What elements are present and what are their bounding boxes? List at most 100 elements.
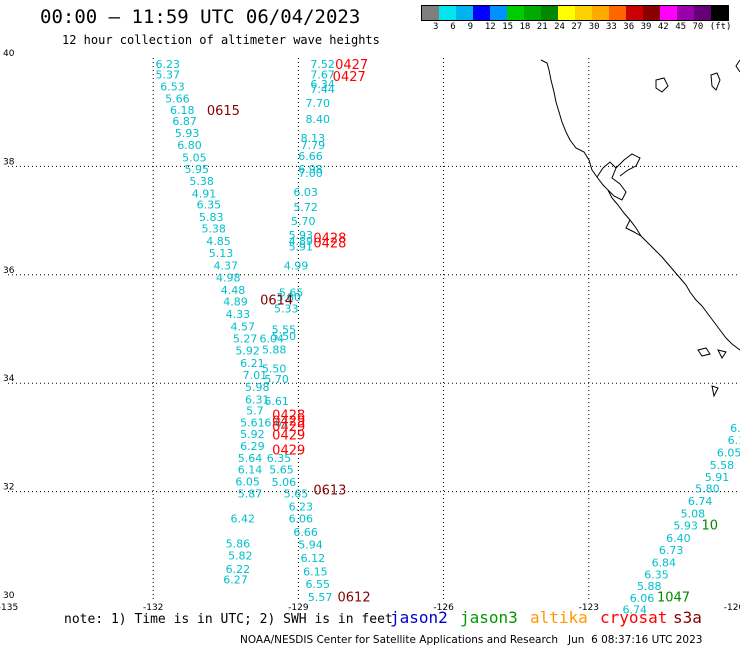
lat-lon-grid: -135 -132 -129 -126 -123 -120 40 38 36 34 32 30 bbox=[0, 49, 740, 613]
pass-time-label: 1047 bbox=[657, 591, 690, 606]
wave-height-value: 6.66 bbox=[298, 150, 323, 163]
wave-height-value: 6.06 bbox=[630, 592, 655, 605]
wave-height-value: 5.83 bbox=[199, 211, 224, 224]
wave-height-value: 5.65 bbox=[284, 488, 309, 501]
pass-time-label: 0613 bbox=[313, 483, 346, 498]
wave-height-value: 6.23 bbox=[155, 58, 180, 71]
lake-tahoe bbox=[655, 77, 669, 93]
legend-label: 6 bbox=[450, 22, 456, 32]
wave-height-value: 5.66 bbox=[165, 92, 190, 105]
wave-height-value: 5.93 bbox=[289, 229, 314, 242]
legend-swatch bbox=[626, 6, 643, 20]
legend-label: 9 bbox=[467, 22, 474, 32]
legend-swatch bbox=[660, 6, 677, 20]
wave-height-value: 4.89 bbox=[223, 296, 248, 309]
legend-label: 45 bbox=[675, 22, 687, 32]
wave-height-value: 6.35 bbox=[197, 199, 222, 212]
wave-height-value: 6.22 bbox=[226, 563, 251, 576]
wave-height-value: 7.70 bbox=[306, 97, 331, 110]
lake bbox=[710, 72, 721, 91]
wave-height-value: 6.74 bbox=[688, 495, 713, 508]
lon-tick-label: -135 bbox=[0, 603, 18, 613]
satellite-altika: altika bbox=[530, 608, 588, 627]
pass-time-label: 0429 bbox=[272, 429, 305, 444]
wave-height-value: 5.57 bbox=[308, 591, 333, 604]
pass-time-label: 0427 bbox=[333, 70, 366, 85]
wave-height-value: 5.95 bbox=[185, 163, 210, 176]
legend-swatch bbox=[524, 6, 541, 20]
wave-height-value: 6.31 bbox=[245, 393, 270, 406]
wave-height-value: 5.13 bbox=[209, 247, 234, 260]
pass-time-label: 0612 bbox=[338, 591, 371, 606]
wave-height-value: 5.93 bbox=[175, 127, 200, 140]
wave-height-value: 6.05 bbox=[235, 476, 260, 489]
wave-height-value: 6.35 bbox=[267, 452, 292, 465]
wave-height-value: 6.84 bbox=[652, 556, 677, 569]
legend-label: 27 bbox=[571, 22, 583, 32]
wave-height-value: 6.29 bbox=[240, 440, 265, 453]
pass-time-label: 0429 bbox=[272, 444, 305, 459]
wave-height-value: 4.91 bbox=[192, 187, 217, 200]
legend-label: 42 bbox=[657, 22, 669, 32]
legend-label: 39 bbox=[640, 22, 652, 32]
color-legend: 3 6 9 12 15 18 21 24 27 30 33 36 39 42 45 70 (ft) bbox=[421, 5, 731, 33]
lat-tick-label: 36 bbox=[3, 266, 15, 276]
wave-height-value: 5.94 bbox=[298, 539, 323, 552]
wave-height-value: 5.82 bbox=[228, 549, 253, 562]
satellite-cryosat: cryosat bbox=[600, 608, 668, 627]
wave-height-value: 5.87 bbox=[238, 488, 263, 501]
wave-height-value: 5.27 bbox=[233, 333, 258, 346]
legend-swatches bbox=[421, 5, 729, 21]
legend-swatch bbox=[473, 6, 490, 20]
legend-label: 70 bbox=[692, 22, 704, 32]
legend-label: 36 bbox=[623, 22, 635, 32]
lon-tick-label: -123 bbox=[579, 603, 599, 613]
wave-height-value: 7.01 bbox=[243, 369, 268, 382]
wave-height-value: 6.80 bbox=[177, 139, 202, 152]
wave-height-labels: 6.235.376.535.666.186.875.936.805.055.95… bbox=[155, 58, 740, 617]
legend-label: 24 bbox=[554, 22, 565, 32]
wave-height-value: 5.80 bbox=[695, 483, 720, 496]
wave-height-value: 6.05 bbox=[717, 446, 740, 459]
legend-swatch bbox=[643, 6, 660, 20]
wave-height-value: 5.92 bbox=[240, 428, 265, 441]
sf-bay bbox=[596, 161, 627, 201]
wave-height-value: 5.93 bbox=[673, 520, 698, 533]
wave-height-value: 5.86 bbox=[226, 537, 251, 550]
legend-swatch bbox=[609, 6, 626, 20]
wave-height-value: 5.91 bbox=[289, 240, 314, 253]
wave-height-value: 6.74 bbox=[623, 604, 648, 617]
legend-label: 15 bbox=[502, 22, 514, 32]
wave-height-value: 4.33 bbox=[226, 308, 251, 321]
legend-labels: 3 6 9 12 15 18 21 24 27 30 33 36 39 42 45 70 (ft) bbox=[421, 21, 731, 33]
wave-height-value: 5.50 bbox=[272, 330, 297, 343]
wave-height-value: 6.27 bbox=[223, 574, 248, 587]
island-2 bbox=[717, 349, 727, 359]
wave-height-value: 4.98 bbox=[216, 271, 241, 284]
legend-label: 12 bbox=[484, 22, 496, 32]
pass-time-label: 0615 bbox=[207, 104, 240, 119]
pass-time-label: 0428 bbox=[313, 231, 346, 246]
wave-height-value: 4.89 bbox=[289, 235, 314, 248]
legend-swatch bbox=[694, 6, 711, 20]
wave-height-value: 4.48 bbox=[221, 284, 246, 297]
wave-height-value: 8.13 bbox=[301, 132, 326, 145]
wave-height-value: 5.55 bbox=[272, 323, 297, 336]
wave-height-value: 5.33 bbox=[274, 303, 299, 316]
wave-height-value: 6.21 bbox=[240, 357, 265, 370]
wave-height-value: 6.03 bbox=[293, 186, 318, 199]
wave-height-value: 6.98 bbox=[298, 163, 323, 176]
legend-label: 3 bbox=[433, 22, 439, 32]
wave-height-value: 6.06 bbox=[289, 512, 314, 525]
subtitle: 12 hour collection of altimeter wave hei… bbox=[62, 33, 380, 47]
wave-height-value: 6.61 bbox=[264, 395, 289, 408]
legend-swatch bbox=[711, 6, 728, 20]
wave-height-value: 6.14 bbox=[238, 464, 263, 477]
wave-height-value: 6.87 bbox=[172, 115, 197, 128]
wave-height-value: 6.23 bbox=[289, 501, 314, 514]
island-3 bbox=[711, 385, 719, 398]
wave-height-value: 5.70 bbox=[264, 373, 289, 386]
pass-time-label: 0429 bbox=[272, 414, 305, 429]
wave-height-value: 5.06 bbox=[272, 476, 297, 489]
